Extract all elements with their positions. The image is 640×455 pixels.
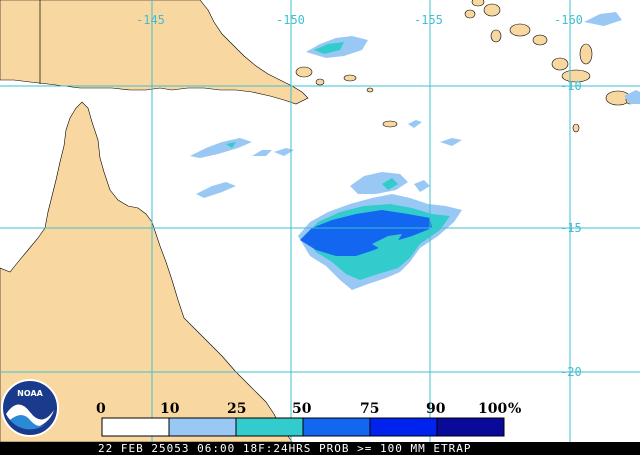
land-islands [295,0,635,133]
precip-shading [190,12,640,290]
shade-25-50 [314,42,344,54]
legend-label-50: 50 [292,401,312,417]
island [532,34,548,46]
island [343,74,357,82]
status-bar-text: 22 FEB 25053 06:00 18F:24HRS PROB >= 100… [98,442,472,455]
island [295,66,313,78]
shade-10-25 [196,182,236,198]
legend-swatch [302,417,371,437]
shade-10-25 [190,138,252,158]
island [551,57,569,71]
legend: 0 10 25 50 75 90 100 % [96,401,521,437]
legend-label-0: 0 [96,401,106,417]
island [382,120,398,128]
shade-25-50 [372,234,402,250]
shade-10-25 [350,172,408,194]
latitude-label: -15 [560,221,582,235]
noaa-logo-text: NOAA [17,389,43,398]
shade-10-25 [274,148,294,156]
legend-label-100: 100 [478,401,507,417]
island [579,43,593,65]
legend-label-25: 25 [227,401,246,417]
longitude-label: -155 [414,13,443,27]
shade-10-25 [584,12,622,26]
noaa-logo: NOAA [1,379,59,437]
island [315,78,325,86]
island [490,29,502,43]
island [509,23,531,37]
shade-10-25 [408,120,422,128]
island [572,123,580,133]
island [483,3,501,17]
legend-swatch [436,417,505,437]
legend-label-75: 75 [360,401,379,417]
shade-25-50 [382,178,398,190]
graticule [0,0,640,442]
legend-unit: % [508,401,521,417]
latitude-label: -10 [560,79,582,93]
status-bar [0,442,640,455]
shade-25-50 [226,142,236,148]
legend-label-90: 90 [426,401,446,417]
shade-10-25 [624,90,640,104]
longitude-label: -150 [276,13,305,27]
longitude-label: -160 [554,13,583,27]
island [471,0,485,7]
shade-10-25 [440,138,462,146]
legend-swatch [168,417,237,437]
island [561,69,591,83]
island [366,87,374,93]
latitude-label: -20 [560,365,582,379]
land-new-guinea [0,0,309,105]
legend-swatch [235,417,304,437]
longitude-label: -145 [136,13,165,27]
legend-label-10: 10 [160,401,180,417]
shade-10-25 [252,150,272,156]
legend-swatch [369,417,438,437]
shade-50-75 [300,210,432,256]
shade-10-25 [414,180,430,192]
island [464,9,476,19]
land-australia [0,101,293,443]
legend-swatch [101,417,170,437]
